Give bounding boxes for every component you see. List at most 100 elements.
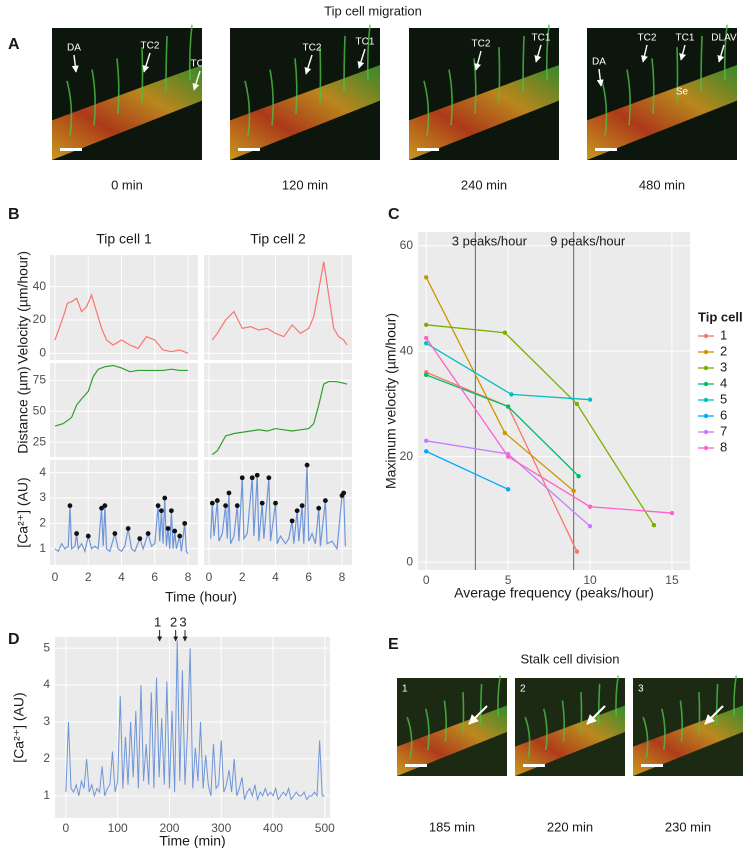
x-tick-label: 6 [305,570,312,584]
peak-point [234,503,240,509]
image-caption: 0 min [111,177,143,192]
reference-label: 9 peaks/hour [550,233,626,248]
annotation: TC1 [356,37,375,48]
peak-point [85,533,91,539]
data-point [423,275,429,280]
sprout [366,24,371,81]
x-tick-label: 15 [665,573,679,587]
sprout [244,80,251,137]
sprout [141,47,144,103]
data-line [425,337,673,514]
x-tick-label: 2 [239,570,246,584]
data-line [54,498,189,555]
data-line [426,324,655,526]
scale-bar [523,764,545,767]
sprout [294,58,298,114]
sprout [615,675,619,717]
peak-point [177,533,183,539]
micrograph: DA TC2 TC1 [52,24,210,160]
x-tick-label: 8 [185,570,192,584]
peak-point [137,536,143,542]
sprout [679,700,683,742]
annotation-arrow [357,48,366,69]
legend-swatch [703,381,709,387]
image-caption: 220 min [547,819,593,834]
annotation-arrow [704,705,724,725]
vessel [52,64,202,160]
image-number: 2 [520,684,526,695]
data-point [587,524,593,529]
data-point [509,392,514,397]
peak-point [239,475,245,481]
sprout [733,675,737,717]
peak-point [254,472,260,478]
x-tick-label: 400 [263,821,283,835]
sprout [580,692,583,734]
sprout [545,24,550,81]
micrograph: DA TC2 TC1 DLAV Se [587,24,737,160]
y-axis-title: [Ca²⁺] (AU) [15,477,31,547]
annotation: DA [592,57,606,68]
peak-point [67,503,73,509]
sprout [188,24,193,81]
sprout [723,24,728,81]
sprout [165,35,168,92]
legend-label: 4 [720,375,727,390]
micrograph: TC2 TC1 [409,24,559,160]
peak-point [125,526,131,531]
scale-bar [641,764,663,767]
legend-label: 1 [720,327,727,342]
data-point [505,404,511,409]
peak-point [74,531,80,536]
x-axis-title: Time (hour) [165,589,237,605]
data-point [502,430,508,436]
y-tick-label: 3 [39,490,46,504]
annotation-arrow [679,44,687,61]
legend-swatch [703,349,709,355]
data-point [669,510,675,516]
sprout [651,58,655,114]
peak-point [162,495,168,501]
vessel [230,64,380,160]
legend-title: Tip cell [698,309,743,324]
sprout [425,708,430,751]
data-point [574,401,580,407]
annotation-arrow [468,705,488,725]
y-tick-label: 40 [33,279,47,293]
y-tick-label: 1 [39,541,46,555]
sprout [715,683,719,726]
plot-background [204,255,352,360]
sprout [597,683,601,726]
data-line [54,293,189,354]
x-tick-label: 4 [118,570,125,584]
scale-bar [405,764,427,767]
annotation: TC2 [638,33,657,44]
annotation-arrow [534,44,542,63]
legend-label: 2 [720,343,727,358]
annotation-arrow [641,44,648,63]
x-tick-label: 2 [85,570,92,584]
sprout [269,69,274,126]
data-point [571,488,576,494]
peak-point [168,508,174,514]
image-caption: 480 min [639,177,685,192]
sprout [626,69,631,126]
data-line [211,261,348,346]
arrow-label: 2 [170,614,177,629]
peak-point [223,503,229,509]
legend-swatch [703,365,709,371]
x-tick-label: 0 [423,573,430,587]
legend-swatch [703,397,709,403]
peak-point [294,508,300,514]
sprout [462,692,465,734]
vessel [633,705,743,776]
facet-label: Tip cell 2 [250,231,306,247]
annotation: Se [676,87,689,98]
sprout [66,80,73,137]
sprout [700,35,703,92]
sprout [561,700,565,742]
image-number: 1 [402,684,408,695]
y-tick-label: 0 [406,554,413,568]
legend-label: 6 [720,407,727,422]
